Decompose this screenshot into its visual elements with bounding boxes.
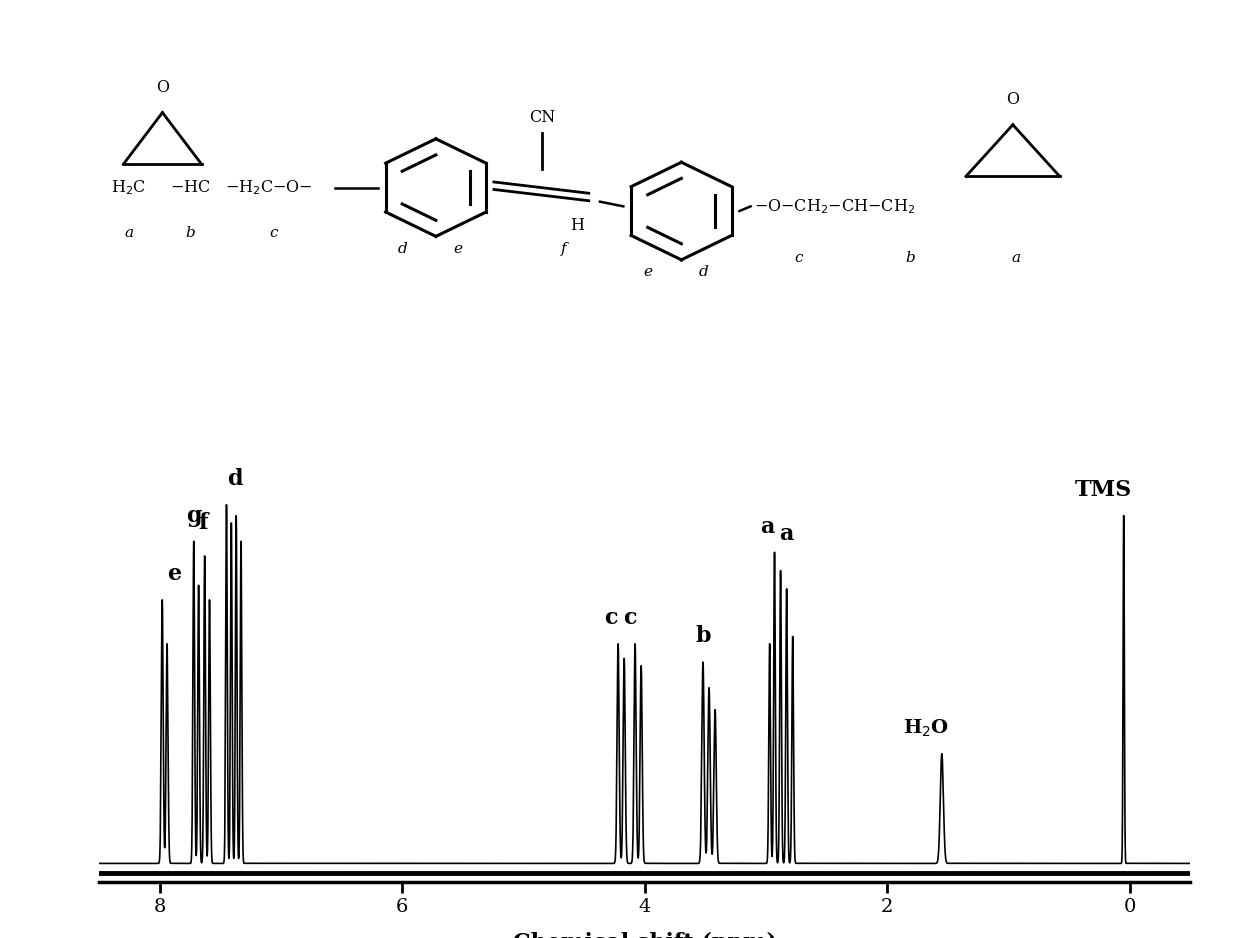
Text: a: a: [1012, 251, 1021, 265]
Text: d: d: [699, 265, 708, 279]
Text: e: e: [167, 563, 181, 585]
Text: H: H: [570, 217, 584, 234]
Text: e: e: [644, 265, 652, 279]
Text: e: e: [454, 242, 463, 255]
Text: b: b: [905, 251, 915, 265]
Text: O: O: [1007, 91, 1019, 108]
Text: c: c: [795, 251, 802, 265]
Text: O: O: [156, 79, 169, 96]
X-axis label: Chemical shift (ppm): Chemical shift (ppm): [513, 932, 776, 938]
Text: a: a: [760, 516, 775, 537]
Text: c: c: [604, 607, 618, 629]
Text: H$_2$C: H$_2$C: [112, 178, 146, 197]
Text: d: d: [398, 242, 407, 255]
Text: $-$O$-$CH$_2$$-$CH$-$CH$_2$: $-$O$-$CH$_2$$-$CH$-$CH$_2$: [754, 197, 915, 216]
Text: TMS: TMS: [1075, 479, 1132, 501]
Text: a: a: [780, 523, 794, 545]
Text: c: c: [270, 226, 278, 239]
Text: a: a: [124, 226, 134, 239]
Text: f: f: [562, 242, 567, 255]
Text: b: b: [186, 226, 195, 239]
Text: g: g: [186, 505, 202, 526]
Text: d: d: [227, 468, 243, 490]
Text: b: b: [696, 626, 711, 647]
Text: $-$HC: $-$HC: [170, 179, 211, 196]
Text: f: f: [198, 512, 208, 534]
Text: CN: CN: [528, 109, 556, 126]
Text: c: c: [624, 607, 637, 629]
Text: H$_2$O: H$_2$O: [903, 718, 949, 739]
Text: $-$H$_2$C$-$O$-$: $-$H$_2$C$-$O$-$: [224, 178, 312, 197]
